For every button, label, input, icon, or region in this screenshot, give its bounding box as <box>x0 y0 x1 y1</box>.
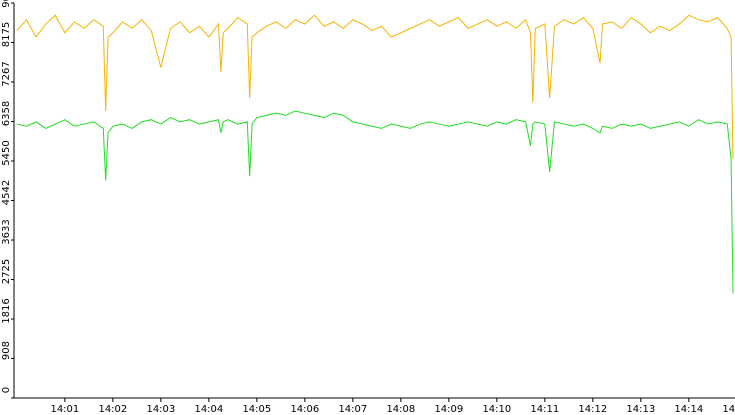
x-tick-label: 14:02 <box>98 404 127 415</box>
x-tick-label: 14:09 <box>434 404 463 415</box>
y-tick-label: 0 <box>1 387 12 393</box>
x-tick-label: 14:11 <box>530 404 559 415</box>
y-tick-label: 3633 <box>1 219 12 244</box>
y-tick-label: 4542 <box>1 180 12 205</box>
x-tick-label: 14:01 <box>50 404 79 415</box>
y-tick-label: 1816 <box>1 298 12 323</box>
y-tick-label: 7267 <box>1 61 12 86</box>
series-line <box>16 14 734 159</box>
x-tick-label: 14:04 <box>194 404 223 415</box>
y-tick-label: 5450 <box>1 140 12 165</box>
x-tick-label: 14:05 <box>242 404 271 415</box>
x-tick-label: 14:07 <box>338 404 367 415</box>
x-tick-label: 14:13 <box>626 404 655 415</box>
y-tick-label: 2725 <box>1 259 12 284</box>
series-line <box>16 110 734 294</box>
x-tick-label: 14:06 <box>290 404 319 415</box>
x-tick-label: 14:10 <box>482 404 511 415</box>
x-tick-label: 14:15 <box>722 404 735 415</box>
y-tick-label: 8175 <box>1 22 12 47</box>
x-tick-label: 14:14 <box>674 404 703 415</box>
x-tick-label: 14:12 <box>578 404 607 415</box>
x-tick-label: 14:03 <box>146 404 175 415</box>
y-tick-label: 6358 <box>1 101 12 126</box>
y-tick-label: 908 <box>1 341 12 360</box>
y-tick-label: 9084 <box>1 0 12 8</box>
x-tick-label: 14:08 <box>386 404 415 415</box>
